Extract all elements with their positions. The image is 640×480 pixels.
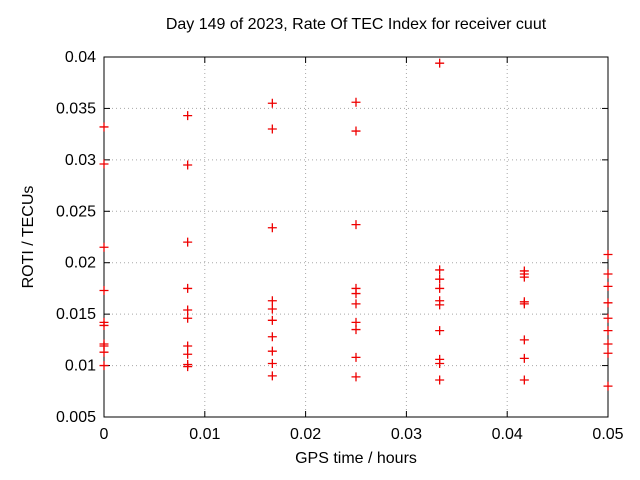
data-point-marker: [267, 359, 277, 369]
data-point-marker: [183, 305, 193, 315]
data-point-marker: [99, 242, 109, 252]
x-axis-label: GPS time / hours: [295, 450, 417, 467]
data-point-marker: [435, 375, 445, 385]
tick-labels: 0 0.01 0.02 0.03 0.04 0.05 0.005 0.01 0.015 0.02 0…: [56, 49, 624, 443]
data-point-marker: [519, 335, 529, 345]
data-point-marker: [267, 346, 277, 356]
y-tick-label: 0.02: [65, 255, 96, 272]
data-point-marker: [519, 272, 529, 282]
data-point-marker: [99, 320, 109, 330]
data-point-marker: [183, 111, 193, 121]
data-point-marker: [519, 353, 529, 363]
data-point-marker: [351, 325, 361, 335]
data-point-marker: [351, 220, 361, 230]
data-point-marker: [267, 223, 277, 233]
data-point-marker: [603, 298, 613, 308]
data-point-marker: [435, 359, 445, 369]
grid-lines: [104, 57, 608, 417]
data-point-marker: [99, 361, 109, 371]
data-point-marker: [267, 371, 277, 381]
data-point-marker: [603, 348, 613, 358]
data-point-marker: [267, 315, 277, 325]
data-points: [99, 58, 613, 391]
data-point-marker: [267, 124, 277, 134]
data-point-marker: [435, 300, 445, 310]
data-point-marker: [267, 332, 277, 342]
data-point-marker: [603, 313, 613, 323]
data-point-marker: [183, 349, 193, 359]
data-point-marker: [435, 326, 445, 336]
data-point-marker: [603, 269, 613, 279]
y-tick-label: 0.015: [56, 306, 96, 323]
data-point-marker: [183, 160, 193, 170]
data-point-marker: [183, 313, 193, 323]
data-point-marker: [267, 296, 277, 306]
data-point-marker: [435, 265, 445, 275]
y-tick-label: 0.04: [65, 49, 96, 66]
chart-title: Day 149 of 2023, Rate Of TEC Index for r…: [165, 16, 547, 33]
data-point-marker: [99, 122, 109, 132]
y-tick-label: 0.01: [65, 358, 96, 375]
data-point-marker: [603, 281, 613, 291]
data-point-marker: [351, 352, 361, 362]
plot-border: [103, 56, 609, 418]
data-point-marker: [351, 299, 361, 309]
x-tick-label: 0.04: [492, 426, 523, 443]
x-tick-label: 0.03: [391, 426, 422, 443]
data-point-marker: [351, 97, 361, 107]
data-point-marker: [351, 372, 361, 382]
axis-ticks: [103, 56, 609, 418]
data-point-marker: [99, 285, 109, 295]
data-point-marker: [435, 58, 445, 68]
y-tick-label: 0.035: [56, 100, 96, 117]
data-point-marker: [183, 237, 193, 247]
x-tick-label: 0.01: [189, 426, 220, 443]
x-tick-label: 0.05: [592, 426, 623, 443]
data-point-marker: [99, 159, 109, 169]
data-point-marker: [519, 299, 529, 309]
data-point-marker: [435, 283, 445, 293]
data-point-marker: [99, 347, 109, 357]
y-tick-label: 0.025: [56, 203, 96, 220]
data-point-marker: [603, 381, 613, 391]
data-point-marker: [183, 362, 193, 372]
y-tick-label: 0.03: [65, 152, 96, 169]
y-tick-label: 0.005: [56, 409, 96, 426]
data-point-marker: [603, 326, 613, 336]
data-point-marker: [183, 283, 193, 293]
data-point-marker: [603, 339, 613, 349]
x-tick-label: 0.02: [290, 426, 321, 443]
data-point-marker: [267, 98, 277, 108]
data-point-marker: [183, 341, 193, 351]
data-point-marker: [435, 274, 445, 284]
data-point-marker: [351, 126, 361, 136]
data-point-marker: [267, 304, 277, 314]
data-point-marker: [519, 375, 529, 385]
data-point-marker: [351, 289, 361, 299]
x-tick-label: 0: [100, 426, 109, 443]
data-point-marker: [603, 249, 613, 259]
